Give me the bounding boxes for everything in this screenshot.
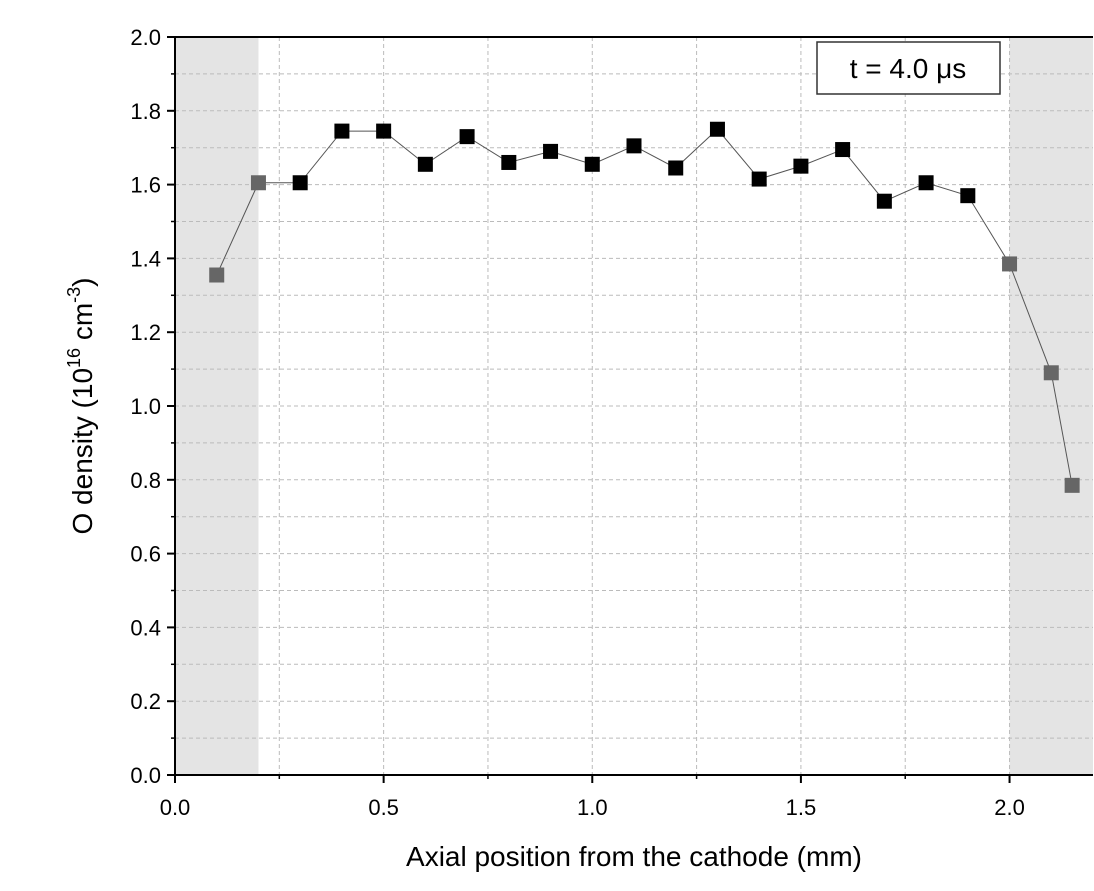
y-tick-label: 1.6 (130, 173, 161, 198)
data-point (960, 188, 976, 204)
data-point (584, 156, 600, 172)
data-point (501, 154, 517, 170)
x-tick-label: 2.0 (994, 795, 1025, 820)
data-point (209, 267, 225, 283)
data-point (376, 123, 392, 139)
y-tick-label: 1.4 (130, 246, 161, 271)
data-point (918, 175, 934, 191)
x-axis-label: Axial position from the cathode (mm) (406, 841, 862, 872)
data-point (334, 123, 350, 139)
x-tick-label: 1.5 (786, 795, 817, 820)
y-label-sup: -3 (64, 287, 84, 303)
data-point (1002, 256, 1018, 272)
data-point (1064, 477, 1080, 493)
y-label-sup: 16 (64, 348, 84, 368)
y-tick-label: 1.8 (130, 99, 161, 124)
shaded-region (175, 37, 259, 775)
data-point (543, 143, 559, 159)
data-point (876, 193, 892, 209)
y-tick-label: 0.2 (130, 689, 161, 714)
x-tick-label: 0.0 (160, 795, 191, 820)
y-label-text: cm (67, 303, 98, 348)
data-point (626, 138, 642, 154)
annotation-box (816, 41, 1001, 95)
y-tick-label: 0.0 (130, 763, 161, 788)
y-label-text: ) (67, 277, 98, 286)
data-point (835, 142, 851, 158)
y-tick-label: 0.4 (130, 615, 161, 640)
y-label-text: O density (10 (67, 368, 98, 535)
y-tick-label: 1.2 (130, 320, 161, 345)
y-tick-label: 0.8 (130, 468, 161, 493)
x-tick-label: 1.0 (577, 795, 608, 820)
y-tick-label: 1.0 (130, 394, 161, 419)
data-point (1043, 365, 1059, 381)
x-tick-label: 0.5 (368, 795, 399, 820)
data-point (292, 175, 308, 191)
y-tick-label: 0.6 (130, 542, 161, 567)
y-tick-label: 2.0 (130, 25, 161, 50)
data-point (668, 160, 684, 176)
data-point (417, 156, 433, 172)
data-line (216, 128, 1073, 486)
data-point (793, 158, 809, 174)
annotation: t = 4.0 μs (850, 53, 967, 84)
data-point (250, 175, 266, 191)
data-point (751, 171, 767, 187)
y-axis-label: O density (1016 cm-3) (64, 277, 98, 534)
data-point (709, 121, 725, 137)
data-point (459, 129, 475, 145)
